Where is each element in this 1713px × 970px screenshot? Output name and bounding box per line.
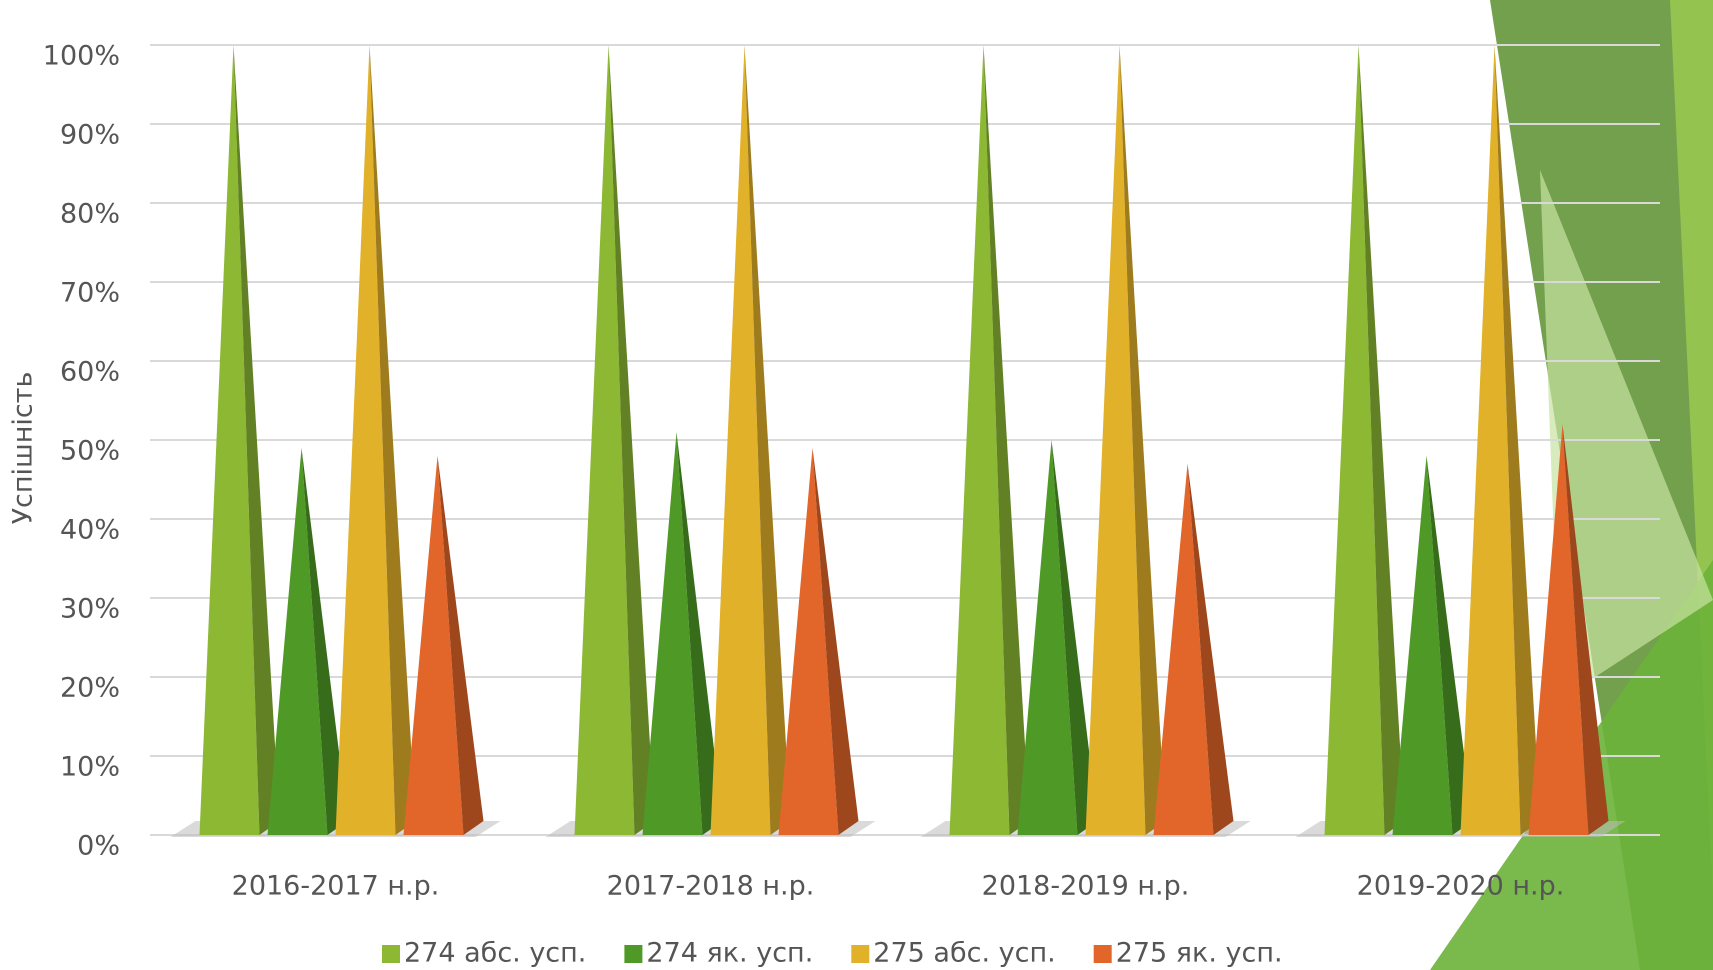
x-tick-label: 2016-2017 н.р. — [232, 871, 440, 902]
legend-swatch — [1093, 945, 1112, 963]
bar-side — [1426, 455, 1473, 835]
x-tick-label: 2017-2018 н.р. — [607, 871, 815, 902]
bar-face — [267, 447, 328, 835]
bar-face — [1153, 463, 1214, 835]
legend-label: 275 абс. усп. — [873, 938, 1055, 969]
bar-face — [1460, 45, 1521, 835]
bar-side — [301, 447, 348, 835]
bar — [949, 45, 1030, 835]
legend-label: 274 абс. усп. — [404, 938, 586, 969]
bar-face — [1085, 45, 1146, 835]
deco-shape — [1540, 170, 1713, 700]
y-tick-label: 80% — [60, 199, 120, 230]
bar-side — [1051, 440, 1098, 835]
bar-side — [608, 45, 655, 835]
bar — [1392, 455, 1473, 835]
bar — [1017, 440, 1098, 835]
y-tick-label: 50% — [60, 436, 120, 467]
bar-side — [437, 455, 484, 835]
legend-label: 274 як. усп. — [646, 938, 813, 969]
y-tick-label: 20% — [60, 673, 120, 704]
y-axis-title: Успішність — [8, 372, 39, 525]
bar — [1085, 45, 1166, 835]
bar — [1324, 45, 1405, 835]
x-tick-label: 2018-2019 н.р. — [982, 871, 1190, 902]
bar-face — [199, 45, 260, 835]
legend-label: 275 як. усп. — [1116, 938, 1283, 969]
bar-side — [233, 45, 280, 835]
bar-side — [983, 45, 1030, 835]
y-tick-label: 60% — [60, 357, 120, 388]
y-tick-label: 0% — [77, 831, 120, 862]
bar-face — [710, 45, 771, 835]
bar-side — [1562, 424, 1609, 835]
bar-face — [1392, 455, 1453, 835]
bar-side — [1119, 45, 1166, 835]
bar-face — [778, 447, 839, 835]
bar — [642, 432, 723, 835]
bar-side — [744, 45, 791, 835]
bar-side — [812, 447, 859, 835]
legend-swatch — [382, 945, 400, 963]
bar-face — [403, 455, 464, 835]
bar-side — [1494, 45, 1541, 835]
legend-swatch — [624, 945, 643, 963]
bar-face — [1528, 424, 1589, 835]
bar — [1528, 424, 1609, 835]
bar-side — [1187, 463, 1234, 835]
legend-swatch — [851, 945, 870, 963]
bar — [403, 455, 484, 835]
bar — [710, 45, 791, 835]
y-tick-label: 90% — [60, 120, 120, 151]
bar — [199, 45, 280, 835]
y-tick-label: 100% — [43, 41, 120, 72]
y-tick-label: 70% — [60, 278, 120, 309]
bar-face — [1324, 45, 1385, 835]
bar — [335, 45, 416, 835]
bar-side — [1358, 45, 1405, 835]
bar-face — [335, 45, 396, 835]
bar-face — [949, 45, 1010, 835]
bar — [1153, 463, 1234, 835]
y-tick-label: 10% — [60, 752, 120, 783]
bar-face — [642, 432, 703, 835]
bar-face — [1017, 440, 1078, 835]
bar-face — [574, 45, 635, 835]
bar — [574, 45, 655, 835]
bar — [778, 447, 859, 835]
bar-side — [369, 45, 416, 835]
bar-side — [676, 432, 723, 835]
y-tick-label: 30% — [60, 594, 120, 625]
x-tick-label: 2019-2020 н.р. — [1357, 871, 1565, 902]
bar — [267, 447, 348, 835]
background-decoration — [1430, 0, 1713, 970]
bar — [1460, 45, 1541, 835]
y-tick-label: 40% — [60, 515, 120, 546]
